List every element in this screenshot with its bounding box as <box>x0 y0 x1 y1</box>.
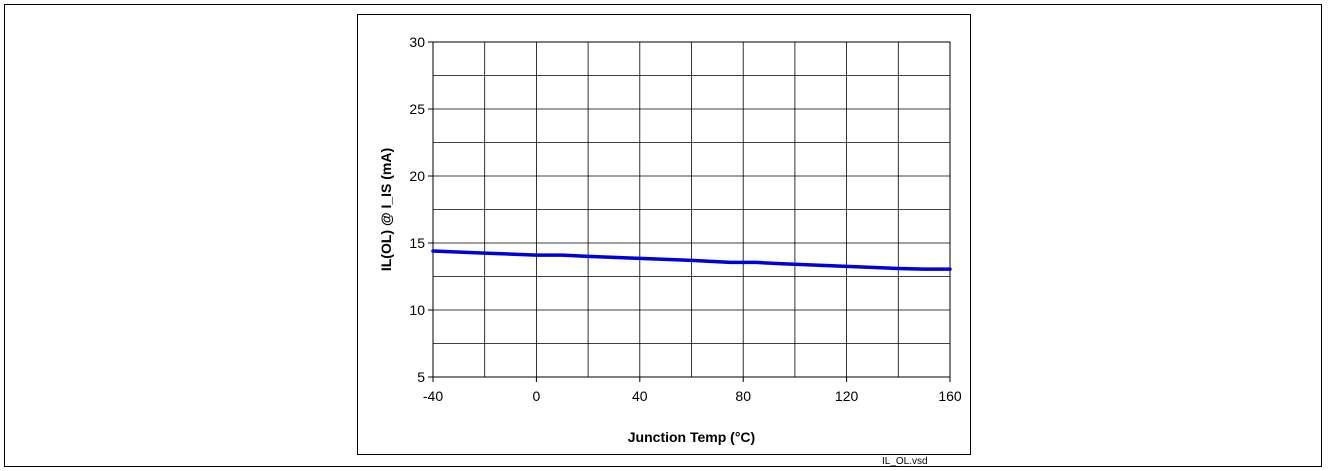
y-tick-label: 5 <box>417 369 425 385</box>
x-tick-label: 40 <box>632 388 648 404</box>
series-line <box>431 249 952 271</box>
x-tick-label: 80 <box>735 388 751 404</box>
y-tick-label: 20 <box>409 168 425 184</box>
y-tick-label: 15 <box>409 235 425 251</box>
chart-area: 5 10 15 20 25 30 -40 0 40 80 120 160 IL(OL) @ I_IS… <box>357 14 971 455</box>
y-axis-ticks: 5 10 15 20 25 30 <box>409 34 433 385</box>
y-tick-label: 10 <box>409 302 425 318</box>
x-tick-label: 120 <box>835 388 859 404</box>
x-axis-title: Junction Temp (°C) <box>628 429 755 445</box>
plot-frame <box>432 41 951 378</box>
x-tick-label: 160 <box>938 388 962 404</box>
figure-frame <box>4 4 1322 467</box>
x-tick-label: 0 <box>533 388 541 404</box>
file-name-label: IL_OL.vsd <box>882 456 928 467</box>
y-tick-label: 25 <box>409 101 425 117</box>
grid <box>433 42 950 377</box>
x-tick-label: -40 <box>423 388 443 404</box>
x-axis-ticks: -40 0 40 80 120 160 <box>423 377 962 404</box>
series-layer <box>431 249 952 271</box>
y-tick-label: 30 <box>409 34 425 50</box>
y-axis-title: IL(OL) @ I_IS (mA) <box>378 148 394 271</box>
line-chart: 5 10 15 20 25 30 -40 0 40 80 120 160 IL(OL) @ I_IS… <box>378 34 962 445</box>
plot-border <box>432 41 951 378</box>
